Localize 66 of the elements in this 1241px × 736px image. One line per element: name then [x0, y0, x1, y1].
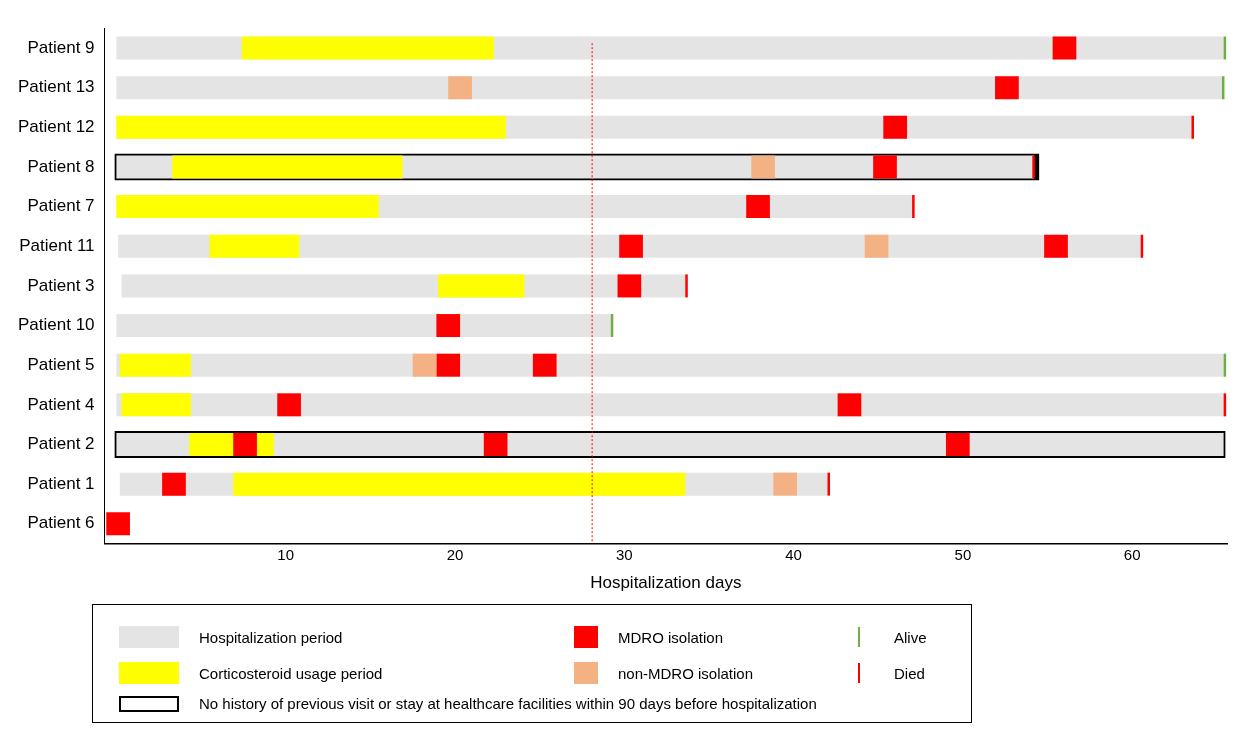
bar: [945, 432, 970, 456]
x-axis-title: Hospitalization days: [590, 573, 742, 593]
x-tick-label: 60: [1123, 545, 1141, 563]
bar: [233, 472, 686, 496]
x-tick-label: 50: [954, 545, 972, 563]
y-tick-label: Patient 10: [18, 315, 95, 335]
bar: [121, 393, 191, 417]
bar: [827, 472, 830, 496]
legend-label: No history of previous visit or stay at healthcare facilities within 90 days before hospitalization: [199, 695, 817, 712]
bar: [995, 76, 1019, 100]
bar: [106, 512, 130, 536]
bar: [1044, 234, 1068, 258]
bar: [619, 234, 643, 258]
y-tick-label: Patient 11: [19, 235, 95, 255]
bar: [1032, 155, 1035, 179]
bar: [746, 195, 770, 219]
bar: [119, 353, 191, 377]
y-tick-label: Patient 7: [27, 196, 95, 216]
legend-label: Corticosteroid usage period: [199, 664, 383, 682]
y-tick-label: Patient 5: [27, 354, 95, 374]
bar: [483, 432, 508, 456]
y-tick-label: Patient 9: [27, 37, 95, 57]
y-tick-label: Patient 8: [27, 156, 95, 176]
bar: [116, 195, 379, 219]
bar: [685, 274, 688, 298]
bar: [241, 36, 494, 60]
bar: [912, 195, 915, 219]
legend-label: Died: [894, 664, 925, 682]
bar: [448, 76, 472, 100]
y-tick-label: Patient 6: [27, 513, 95, 533]
bar: [837, 393, 862, 417]
bar: [436, 353, 461, 377]
bar: [172, 155, 403, 179]
legend-label: non-MDRO isolation: [618, 664, 754, 682]
bar: [873, 155, 897, 179]
y-tick-label: Patient 1: [27, 473, 95, 493]
bar: [532, 353, 557, 377]
bar: [412, 353, 437, 377]
bar: [277, 393, 301, 417]
legend-label: Alive: [894, 628, 927, 646]
x-tick-label: 30: [615, 545, 633, 563]
bar: [751, 155, 775, 179]
y-tick-label: Patient 4: [27, 394, 95, 414]
bar: [162, 472, 186, 496]
bar: [116, 76, 1222, 100]
x-tick-label: 10: [277, 545, 295, 563]
bar: [209, 234, 300, 258]
x-tick-label: 40: [785, 545, 802, 563]
y-tick-label: Patient 13: [18, 77, 95, 97]
bar: [233, 432, 257, 456]
legend-label: MDRO isolation: [618, 628, 724, 646]
bar: [1052, 36, 1077, 60]
bar: [617, 274, 642, 298]
bar: [773, 472, 797, 496]
x-tick-label: 20: [446, 545, 464, 563]
bar: [1191, 115, 1194, 139]
bar: [864, 234, 889, 258]
bar: [883, 115, 908, 139]
bar: [438, 274, 525, 298]
y-tick-label: Patient 3: [27, 275, 95, 295]
legend-label: Hospitalization period: [199, 628, 343, 646]
y-tick-label: Patient 12: [18, 117, 95, 136]
bar: [436, 314, 461, 338]
y-tick-label: Patient 2: [27, 434, 95, 454]
bar: [116, 115, 506, 139]
bar: [116, 314, 611, 338]
